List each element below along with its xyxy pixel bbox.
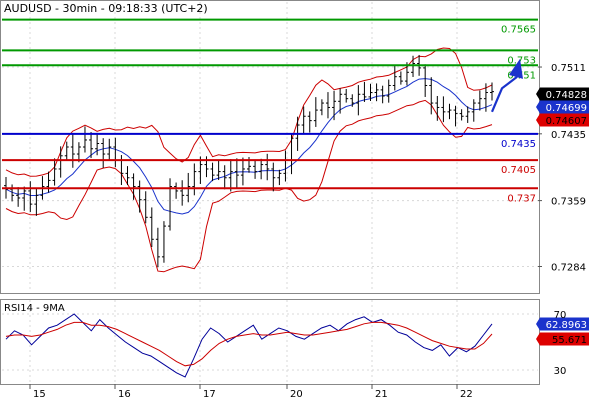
price-tag: 0.74607 (546, 116, 587, 127)
forecast-arrowhead (509, 58, 523, 79)
rsi-tag: 55.671 (552, 335, 587, 346)
price-tag-bg (536, 113, 589, 127)
bollinger-lower (5, 99, 493, 273)
x-tick-label: 20 (290, 389, 303, 400)
rsi-tag-bg (536, 332, 589, 346)
rsi-tick-label: 30 (554, 366, 567, 377)
price-panel (0, 0, 540, 294)
y-tick-label: 0.7435 (551, 130, 586, 141)
rsi-panel (0, 299, 540, 385)
rsi-tag: 62.8963 (546, 320, 587, 331)
price-tag-bg (536, 87, 589, 101)
rsi-lines (5, 313, 493, 378)
level-label: 0.737 (507, 193, 536, 204)
price-tag: 0.74828 (546, 90, 587, 101)
axis-ticks: 0.7511 0.7435 0.7359 0.7284 70 30 15 16 17 20 21 22 (29, 63, 586, 400)
y-tick-label: 0.7511 (551, 63, 586, 74)
level-label: 0.7435 (501, 139, 536, 150)
rsi-tick-label: 70 (554, 310, 567, 321)
candles (4, 54, 494, 268)
rsi-ma-line (5, 321, 493, 367)
x-tick-label: 17 (203, 389, 216, 400)
chart-title: AUDUSD - 30min - 09:18:33 (UTC+2) (4, 2, 208, 15)
rsi-title: RSI14 - 9MA (4, 303, 65, 314)
forecast-arrow (490, 76, 518, 113)
x-tick-label: 15 (33, 389, 46, 400)
bollinger-upper (5, 47, 493, 177)
x-tick-label: 21 (375, 389, 388, 400)
rsi-tag-bg (536, 317, 589, 331)
level-label: 0.7565 (501, 25, 536, 36)
level-label: 0.753 (507, 55, 536, 66)
axis-tags: 0.74828 0.74699 0.74607 62.8963 55.671 (536, 87, 589, 346)
x-tick-label: 22 (460, 389, 473, 400)
price-tag: 0.74699 (546, 103, 587, 114)
y-tick-label: 0.7359 (551, 197, 586, 208)
level-label: 0.7405 (501, 165, 536, 176)
price-tag-bg (536, 100, 589, 114)
rsi-line (5, 313, 493, 378)
x-tick-label: 16 (118, 389, 131, 400)
y-tick-label: 0.7284 (551, 263, 586, 274)
